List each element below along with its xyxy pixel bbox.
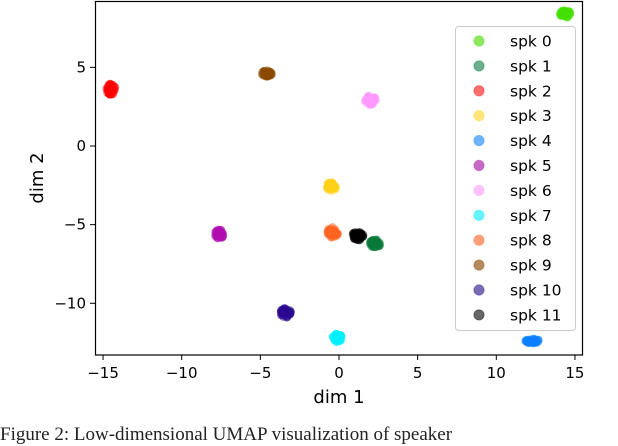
legend-box bbox=[455, 26, 576, 331]
cluster-spk-8 bbox=[323, 223, 343, 242]
legend: spk 0 spk 1 spk 2 spk 3 spk 4 spk 5 spk 6 spk 7… bbox=[455, 26, 576, 331]
legend-marker-icon bbox=[473, 35, 485, 47]
y-tick-label: 5 bbox=[76, 58, 86, 76]
legend-label: spk 6 bbox=[510, 182, 552, 200]
x-tick-label: 5 bbox=[413, 364, 423, 382]
y-tick-label: −10 bbox=[54, 294, 86, 312]
legend-marker-icon bbox=[473, 284, 485, 296]
cluster-spk-3 bbox=[323, 178, 340, 196]
cluster-spk-1 bbox=[366, 235, 384, 252]
legend-label: spk 3 bbox=[510, 107, 552, 125]
x-axis-label: dim 1 bbox=[313, 387, 364, 408]
legend-marker-icon bbox=[473, 234, 485, 246]
legend-label: spk 2 bbox=[510, 82, 552, 100]
legend-label: spk 4 bbox=[510, 132, 552, 150]
legend-item: spk 6 bbox=[473, 182, 552, 200]
legend-label: spk 11 bbox=[510, 306, 562, 324]
legend-label: spk 8 bbox=[510, 232, 552, 250]
legend-label: spk 5 bbox=[510, 157, 552, 175]
legend-item: spk 7 bbox=[473, 207, 552, 225]
legend-item: spk 3 bbox=[473, 107, 552, 125]
legend-label: spk 1 bbox=[510, 57, 552, 75]
umap-scatter-chart: −15 −10 −5 0 5 10 15 5 0 −5 −10 dim 1 dim 2 spk 0… bbox=[27, 0, 584, 408]
cluster-spk-6 bbox=[360, 91, 381, 109]
legend-label: spk 9 bbox=[510, 257, 552, 275]
legend-marker-icon bbox=[473, 259, 485, 271]
x-tick-label: −10 bbox=[166, 364, 198, 382]
figure-caption: Figure 2: Low-dimensional UMAP visualiza… bbox=[0, 424, 453, 445]
legend-marker-icon bbox=[473, 134, 485, 147]
y-tick-label: −5 bbox=[64, 216, 86, 234]
cluster-spk-10 bbox=[276, 304, 296, 322]
x-tick-label: −5 bbox=[249, 364, 271, 382]
legend-item: spk 0 bbox=[473, 33, 552, 51]
legend-item: spk 11 bbox=[473, 306, 562, 324]
cluster-spk-9 bbox=[257, 66, 276, 81]
x-tick-label: 0 bbox=[334, 364, 344, 382]
y-tick-label: 0 bbox=[76, 137, 86, 155]
legend-marker-icon bbox=[473, 60, 485, 72]
cluster-spk-4 bbox=[521, 334, 543, 348]
x-tick-label: 10 bbox=[487, 364, 506, 382]
cluster-spk-5 bbox=[211, 225, 228, 243]
legend-item: spk 5 bbox=[473, 157, 552, 175]
legend-item: spk 1 bbox=[473, 57, 552, 75]
cluster-spk-7 bbox=[328, 329, 346, 347]
y-axis-ticks: 5 0 −5 −10 bbox=[54, 58, 96, 312]
legend-item: spk 8 bbox=[473, 232, 552, 250]
x-tick-label: −15 bbox=[87, 364, 119, 382]
legend-label: spk 7 bbox=[510, 207, 552, 225]
y-axis-label: dim 2 bbox=[27, 152, 48, 203]
legend-marker-icon bbox=[473, 85, 485, 97]
cluster-points bbox=[102, 6, 575, 348]
legend-marker-icon bbox=[473, 110, 485, 122]
legend-marker-icon bbox=[473, 209, 485, 222]
x-axis-ticks: −15 −10 −5 0 5 10 15 bbox=[87, 355, 584, 382]
legend-item: spk 2 bbox=[473, 82, 552, 100]
legend-item: spk 4 bbox=[473, 132, 552, 150]
legend-item: spk 10 bbox=[473, 282, 562, 300]
legend-marker-icon bbox=[473, 159, 485, 172]
cluster-spk-2 bbox=[102, 79, 120, 99]
legend-label: spk 10 bbox=[510, 282, 562, 300]
cluster-spk-11 bbox=[348, 228, 368, 245]
legend-marker-icon bbox=[473, 184, 485, 197]
cluster-spk-0 bbox=[555, 6, 575, 22]
legend-marker-icon bbox=[473, 309, 485, 321]
legend-label: spk 0 bbox=[510, 33, 552, 51]
x-tick-label: 15 bbox=[565, 364, 584, 382]
legend-item: spk 9 bbox=[473, 257, 552, 275]
